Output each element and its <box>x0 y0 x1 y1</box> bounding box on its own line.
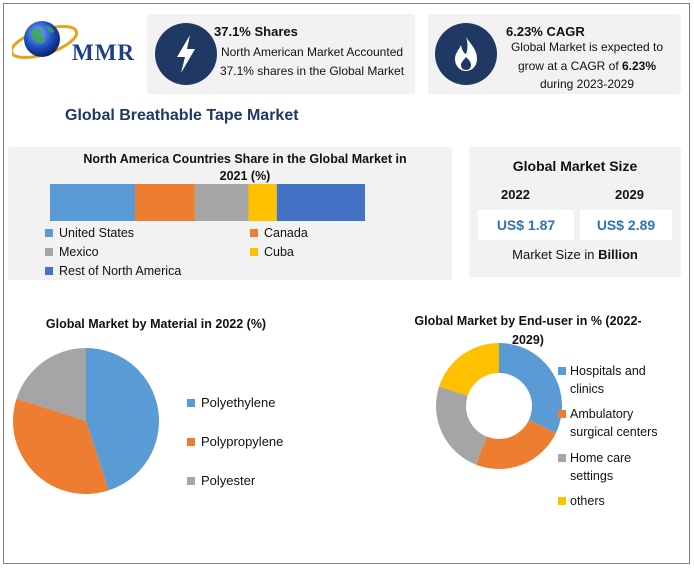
bar-segment-rest-of-north-america <box>276 184 365 221</box>
legend-swatch <box>558 410 566 418</box>
donut-slice-others <box>439 343 499 396</box>
cagr-card-line2: grow at a CAGR of 6.23% <box>498 59 676 73</box>
legend-item-cuba: Cuba <box>250 245 294 259</box>
year-2029-label: 2029 <box>615 187 644 202</box>
country-share-bar <box>50 184 365 221</box>
cagr-card-line1: Global Market is expected to <box>510 40 664 54</box>
legend-label: Polyethylene <box>201 395 276 410</box>
legend-label: Hospitals and <box>570 364 646 378</box>
legend-label: clinics <box>570 382 605 396</box>
legend-label: Ambulatory <box>570 407 634 421</box>
legend-swatch <box>187 437 195 446</box>
shares-card-line2: 37.1% shares in the Global Market <box>219 64 405 78</box>
cagr-card-line3: during 2023-2029 <box>539 77 635 91</box>
material-pie-chart <box>13 348 159 494</box>
bar-segment-united-states <box>50 184 136 221</box>
legend-label: Polyester <box>201 473 256 488</box>
legend-label: others <box>570 494 605 508</box>
donut-slice-ambulatory-surgical-centers <box>475 420 557 469</box>
donut-slice-home-care-settings <box>436 386 487 465</box>
market-size-note-unit: Billion <box>598 247 638 262</box>
legend-item-polyester: Polyester <box>187 473 255 488</box>
year-2022-label: 2022 <box>501 187 530 202</box>
value-2029-box: US$ 2.89 <box>580 210 672 240</box>
legend-label: Rest of North America <box>59 264 182 278</box>
shares-card: 37.1% Shares North American Market Accou… <box>147 14 415 94</box>
flame-icon <box>455 37 477 71</box>
bar-segment-canada <box>135 184 195 221</box>
lightning-icon <box>177 35 195 73</box>
market-size-title: Global Market Size <box>512 158 638 174</box>
legend-item-home-care-settings: Home care settings <box>558 449 632 485</box>
value-2022-box: US$ 1.87 <box>478 210 574 240</box>
legend-swatch <box>558 367 566 375</box>
legend-item-others: others <box>558 492 605 510</box>
enduser-donut-chart <box>436 343 562 469</box>
legend-label: Canada <box>264 226 308 240</box>
legend-swatch <box>250 248 258 256</box>
shares-icon-circle <box>155 23 217 85</box>
enduser-chart-title: Global Market by End-user in % (2022-202… <box>414 314 642 347</box>
globe-icon <box>9 21 79 60</box>
legend-swatch <box>558 497 566 505</box>
legend-item-polypropylene: Polypropylene <box>187 434 283 449</box>
legend-item-canada: Canada <box>250 226 308 240</box>
legend-item-united-states: United States <box>45 226 134 240</box>
pie-slice-polyester <box>16 348 86 421</box>
pie-slice-polypropylene <box>13 398 109 494</box>
legend-label: settings <box>570 469 614 483</box>
market-size-note-text: Market Size in <box>512 247 599 262</box>
legend-item-hospitals-and-clinics: Hospitals and clinics <box>558 362 646 398</box>
legend-swatch <box>45 229 53 237</box>
legend-label: Cuba <box>264 245 294 259</box>
bar-segment-mexico <box>194 184 249 221</box>
legend-swatch <box>45 267 53 275</box>
donut-slice-hospitals-and-clinics <box>499 343 562 433</box>
legend-label: Home care <box>570 451 632 465</box>
legend-label: Mexico <box>59 245 99 259</box>
bar-segment-cuba <box>248 184 277 221</box>
legend-swatch <box>558 454 566 462</box>
legend-item-polyethylene: Polyethylene <box>187 395 275 410</box>
main-title: Global Breathable Tape Market <box>65 107 299 124</box>
legend-item-rest-of-north-america: Rest of North America <box>45 264 181 278</box>
cagr-card: 6.23% CAGR Global Market is expected to … <box>428 14 681 94</box>
shares-card-line1: North American Market Accounted <box>220 45 404 59</box>
country-share-title: North America Countries Share in the Glo… <box>83 152 407 183</box>
legend-swatch <box>187 476 195 485</box>
logo-text: MMR <box>72 40 136 65</box>
cagr-card-line2-text: grow at a CAGR of <box>517 59 622 73</box>
legend-label: surgical centers <box>570 425 658 439</box>
cagr-card-title: 6.23% CAGR <box>506 24 585 39</box>
legend-item-ambulatory-surgical-centers: Ambulatory surgical centers <box>558 405 658 441</box>
cagr-card-line2-value: 6.23% <box>622 59 657 73</box>
legend-label: United States <box>59 226 135 240</box>
legend-swatch <box>45 248 53 256</box>
mmr-logo: MMR <box>9 12 142 72</box>
legend-swatch <box>187 398 195 407</box>
material-chart-title: Global Market by Material in 2022 (%) <box>45 317 267 331</box>
pie-slice-polyethylene <box>86 348 159 491</box>
legend-item-mexico: Mexico <box>45 245 99 259</box>
cagr-icon-circle <box>435 23 497 85</box>
legend-label: Polypropylene <box>201 434 284 449</box>
shares-card-title: 37.1% Shares <box>214 24 298 39</box>
market-size-note: Market Size in Billion <box>469 247 681 262</box>
legend-swatch <box>250 229 258 237</box>
